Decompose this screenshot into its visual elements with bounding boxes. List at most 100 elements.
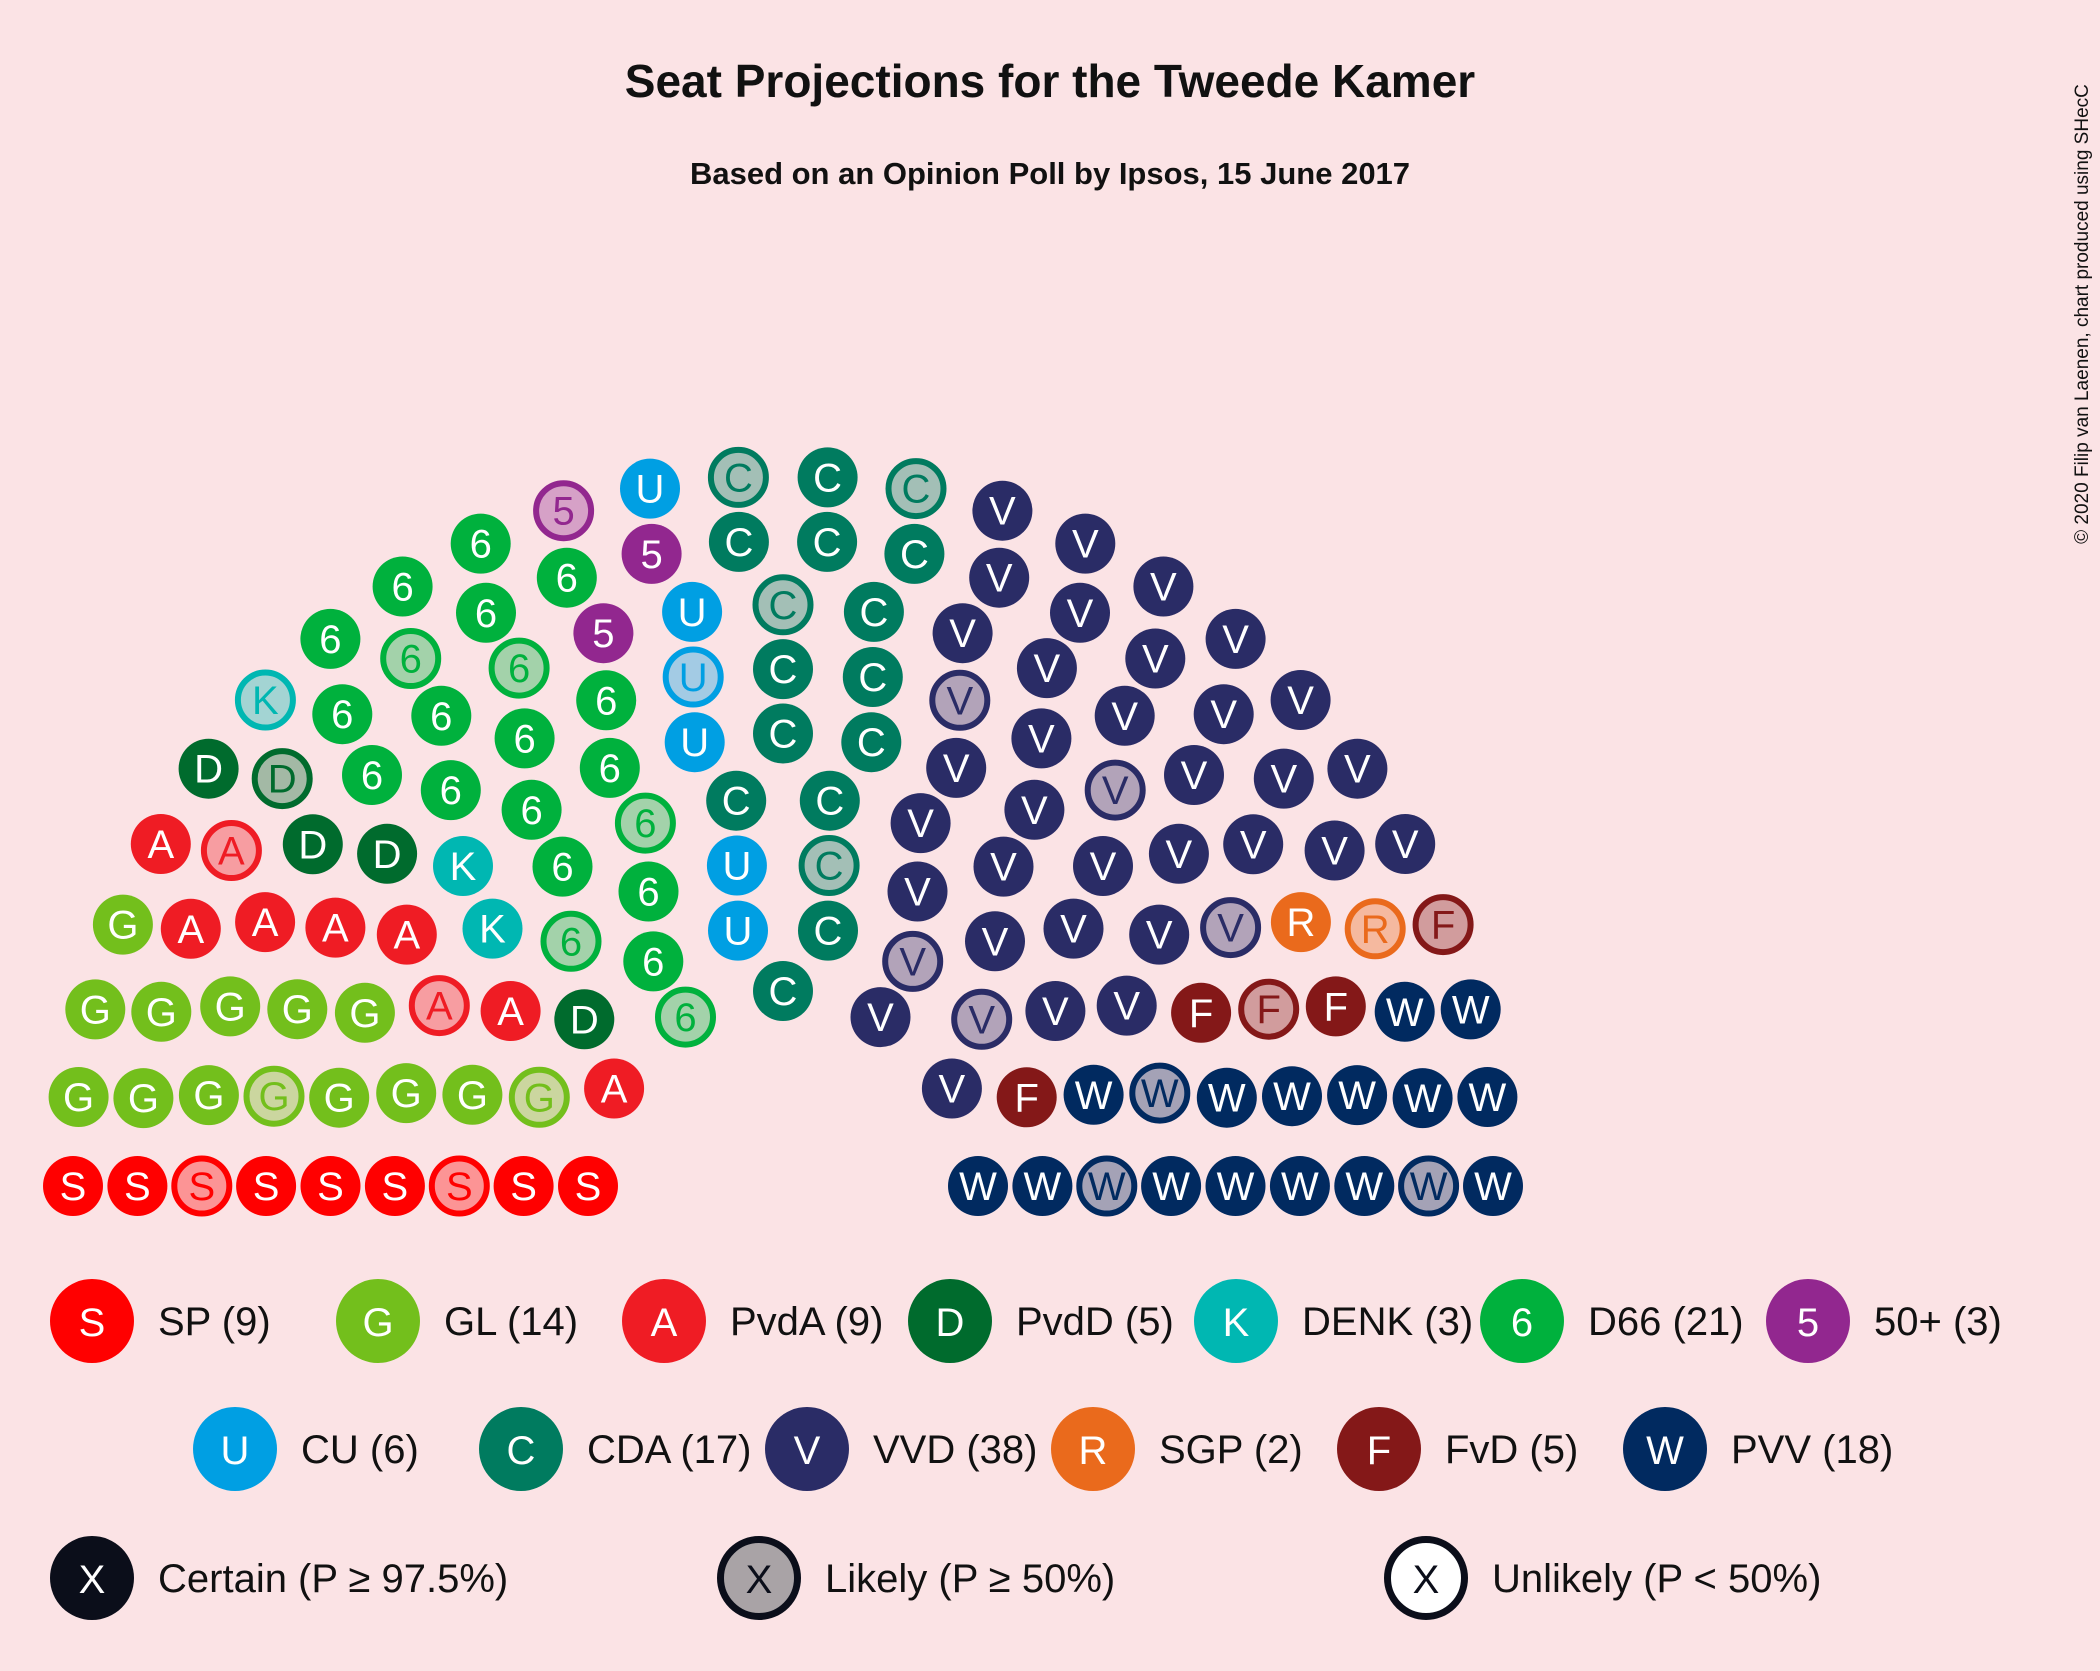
seat-letter: V — [939, 1068, 966, 1112]
seat-gl-certain: G — [92, 894, 153, 955]
seat-letter: G — [193, 1074, 224, 1118]
seat-pvv-certain: W — [1141, 1156, 1202, 1216]
seat-circle — [707, 446, 769, 508]
seat-circle — [1253, 748, 1314, 809]
seat-letter: G — [324, 1077, 355, 1121]
seat-letter: 6 — [551, 846, 573, 890]
legend-swatch — [479, 1407, 563, 1491]
seat-letter: G — [215, 985, 246, 1029]
seat-circle — [708, 900, 768, 961]
seat-circle — [282, 814, 343, 875]
seat-circle — [841, 712, 902, 773]
seat-letter: G — [258, 1075, 289, 1119]
legend-label: CU (6) — [301, 1428, 419, 1472]
legend-symbol: 5 — [1797, 1301, 1819, 1345]
seat-letter: C — [813, 456, 842, 500]
seat-cda-certain: C — [753, 703, 813, 764]
seat-letter: R — [1286, 901, 1315, 945]
seat-letter: V — [1287, 679, 1314, 723]
seat-circle — [494, 708, 555, 769]
seat-pvda-certain: A — [160, 898, 221, 959]
chart-credit: © 2020 Filip van Laenen, chart produced … — [2072, 84, 2093, 544]
seat-cda-certain: C — [753, 639, 813, 700]
seat-pvv-certain: W — [1205, 1156, 1266, 1216]
seat-vvd-certain: V — [850, 987, 911, 1048]
seat-circle — [235, 892, 296, 953]
seat-circle — [1196, 1067, 1257, 1128]
seat-circle — [300, 608, 361, 669]
legend-label: Likely (P ≥ 50%) — [825, 1557, 1115, 1601]
seat-pvda-likely: A — [408, 975, 470, 1037]
seat-letter: D — [268, 758, 297, 802]
seat-circle — [1223, 814, 1284, 875]
seat-vvd-certain: V — [890, 793, 951, 854]
seat-vvd-certain: V — [932, 603, 993, 664]
seat-d66-likely: 6 — [488, 637, 550, 699]
seat-circle — [462, 898, 523, 959]
seat-vvd-certain: V — [1133, 556, 1194, 617]
seat-circle — [664, 712, 725, 773]
seat-letter: G — [349, 992, 380, 1036]
seat-letter: V — [982, 920, 1009, 964]
seat-circle — [1129, 904, 1190, 965]
seat-circle — [456, 582, 516, 643]
seat-letter: V — [946, 679, 973, 723]
seat-circle — [540, 910, 602, 972]
seat-circle — [969, 547, 1030, 608]
seat-circle — [655, 986, 716, 1048]
seat-circle — [171, 1155, 233, 1217]
seat-circle — [884, 523, 945, 584]
seat-pvv-certain: W — [1334, 1156, 1395, 1216]
seat-vvd-certain: V — [1148, 823, 1209, 884]
seat-vvd-certain: V — [1094, 685, 1155, 746]
seat-d66-certain: 6 — [618, 861, 679, 922]
seat-pvda-certain: A — [584, 1058, 645, 1119]
seat-circle — [1129, 1062, 1191, 1124]
seat-circle — [1200, 897, 1262, 959]
seat-circle — [885, 458, 947, 520]
seat-cu-certain: U — [664, 712, 725, 773]
seat-letter: 6 — [430, 695, 452, 739]
seat-circle — [1334, 1156, 1395, 1216]
seat-gl-certain: G — [65, 979, 126, 1040]
seat-vvd-certain: V — [972, 480, 1033, 541]
seat-circle — [1004, 779, 1065, 840]
seat-letter: 6 — [556, 557, 578, 601]
seat-pvv-certain: W — [1327, 1065, 1388, 1126]
legend-swatch — [50, 1279, 134, 1363]
legend-swatch — [50, 1536, 134, 1620]
legend-symbol: G — [362, 1301, 393, 1345]
seat-vvd-likely: V — [882, 930, 944, 992]
seat-vvd-certain: V — [1125, 628, 1186, 689]
seat-circle — [1011, 708, 1072, 769]
seat-gl-certain: G — [334, 982, 395, 1043]
seat-gl-certain: G — [200, 976, 261, 1037]
seat-sp-certain: S — [236, 1156, 297, 1216]
seat-circle — [1055, 513, 1116, 574]
seat-letter: F — [1431, 904, 1455, 948]
seat-circle — [1327, 738, 1388, 799]
seat-circle — [752, 574, 814, 636]
seat-circle — [614, 792, 676, 854]
legend-swatch — [1051, 1407, 1135, 1491]
seat-letter: K — [479, 908, 506, 952]
legend-50: 5 50+ (3) — [1766, 1279, 2002, 1363]
seat-letter: 6 — [470, 523, 492, 567]
seat-vvd-certain: V — [969, 547, 1030, 608]
seat-d66-certain: 6 — [372, 556, 433, 617]
seat-circle — [576, 670, 637, 731]
legend-swatch — [622, 1279, 706, 1363]
seat-gl-certain: G — [442, 1064, 503, 1125]
seat-circle — [1327, 1065, 1388, 1126]
seat-d66-likely: 6 — [614, 792, 676, 854]
seat-vvd-certain: V — [926, 737, 987, 798]
seat-circle — [480, 981, 541, 1041]
seat-letter: W — [1075, 1074, 1113, 1118]
seat-letter: A — [322, 907, 349, 951]
seat-circle — [965, 911, 1025, 972]
seat-circle — [887, 861, 948, 922]
seat-vvd-certain: V — [1055, 513, 1116, 574]
seat-denk-certain: K — [462, 898, 523, 959]
seat-circle — [850, 987, 911, 1048]
